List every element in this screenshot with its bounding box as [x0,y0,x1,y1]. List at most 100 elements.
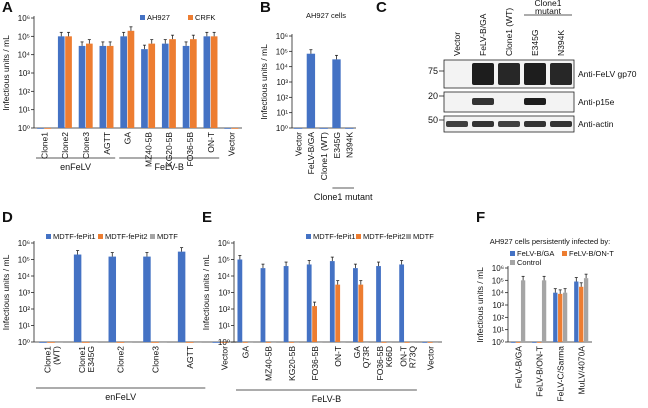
y-tick-label: 10³ [276,78,288,87]
bar-agtt-mdtf-fepit1 [177,251,186,342]
bar-agtt-mdtf-fepit2 [185,342,194,343]
legend-swatch-crfk [188,15,193,20]
bar-clone1-wt-ah927 [319,128,328,129]
y-tick-label: 10⁴ [492,289,505,298]
x-tick-label-ga: GA [123,132,133,145]
x-tick-label-clone1-e345g: Clone1E345G [77,346,96,373]
panel-d: D 10⁰ 10¹ 10² 10³ 10⁴ 10⁵ 10⁶ Infectious units /… [1,209,242,402]
y-axis-label: Infectious units / mL [259,44,269,120]
mutant-label: Clone1 mutant [535,0,562,16]
group-label-enfelv: enFeLV [105,392,136,402]
x-tick-label-agtt: AGTT [185,346,195,369]
x-tick-label-kg20-5b: KG20-5B [287,346,297,381]
bar-ga-mdtf [248,342,254,343]
bar-kg20-5b-ah927 [161,43,169,128]
legend-label-mdtf-fepit2: MDTF-fePit2 [105,232,148,241]
band-label-anti-felv-gp70: Anti-FeLV gp70 [578,69,637,79]
legend-label-mdtf-fepit1: MDTF-fePit1 [53,232,96,241]
bar-fo36-5b-ah927 [182,45,190,128]
x-tick-label-ga: GA [241,346,251,359]
panel-letter: D [2,209,13,226]
bar-felv-b-ga-ah927 [306,53,316,128]
x-tick-label-clone1-wt: Clone1(WT) [42,346,61,373]
y-tick-label: 10⁶ [218,239,230,248]
x-tick-label-fo36-5b-k66d: FO36-5BK66D [375,346,394,381]
legend-swatch-mdtf-fepit1 [306,234,311,239]
panel-b: B AH927 cells 10⁰ 10¹ 10² 10³ 10⁴ 10⁵ 10⁶ Infecti… [259,0,373,202]
legend-label-mdtf-fepit1: MDTF-fePit1 [313,232,356,241]
legend-label-control: Control [517,258,542,267]
y-tick-label: 10³ [18,289,30,298]
group-label-felv-b: FeLV-B [312,394,341,404]
group-label-enfelv: enFeLV [60,162,91,172]
bar-kg20-5b-crfk [169,39,176,128]
y-axis-label: Infectious units / mL [201,254,211,330]
x-tick-label-felv-b-on-t: FeLV-B/ON-T [535,346,545,397]
bar-clone2-crfk [65,36,72,129]
bar-mulv-4070a-felv-b-ga [574,281,579,342]
panel-letter: F [476,209,485,226]
band [446,121,468,127]
band-label-anti-p15e: Anti-p15e [578,97,615,107]
panel-c-blot: C Vector FeLV-B/GA Clone1 (WT) E345G N394K Clo… [376,0,637,133]
y-tick-label: 10² [18,305,30,314]
bar-clone2-mdtf-fepit2 [116,342,125,343]
bar-on-t-mdtf-fepit2 [335,284,341,342]
bar-clone2-mdtf-fepit1 [108,256,117,342]
y-tick-label: 10⁰ [18,124,30,133]
band [550,63,572,85]
y-tick-label: 10⁴ [218,272,231,281]
bar-agtt-crfk [106,45,114,128]
panel-e: E 10⁰ 10¹ 10² 10³ 10⁴ 10⁵ 10⁶ Infectious units /… [201,209,442,404]
y-tick-label: 10¹ [492,326,504,335]
y-axis-label: Infectious units / mL [475,267,485,343]
x-tick-label-vector: Vector [220,346,230,370]
legend-swatch-felv-b-on-t [562,251,567,256]
bar-mz40-5b-mdtf [271,342,277,343]
bar-clone2-mdtf [124,342,133,343]
band-label-anti-actin: Anti-actin [578,119,614,129]
bar-mz40-5b-mdtf-fepit2 [265,342,271,343]
bar-on-t-r73q-mdtf-fepit1 [399,264,405,342]
panel-title: AH927 cells persistently infected by: [490,237,610,246]
bar-ga-crfk [127,30,135,128]
band [498,121,520,127]
lane-label-vector: Vector [452,32,462,56]
x-tick-label-agtt: AGTT [102,132,112,155]
bar-fo36-5b-crfk [190,39,197,128]
y-tick-label: 10⁶ [18,14,30,23]
y-tick-label: 10¹ [276,109,288,118]
bar-clone3-mdtf-fepit2 [151,342,159,343]
bar-mz40-5b-mdtf-fepit1 [260,268,266,342]
band [524,98,546,105]
y-tick-label: 10⁰ [492,338,504,347]
panel-letter: C [376,0,387,16]
x-tick-label-clone3: Clone3 [150,346,160,373]
lane-label-felv-b-ga: FeLV-B/GA [478,13,488,56]
y-tick-label: 10² [492,313,504,322]
band [550,121,572,127]
legend-label-felv-b-ga: FeLV-B/GA [517,249,554,258]
y-tick-label: 10⁴ [276,63,289,72]
bar-felv-c-sarma-felv-b-ga [553,292,558,342]
x-tick-label-clone3: Clone3 [81,132,91,159]
y-tick-label: 10³ [18,69,30,78]
band [498,63,520,85]
legend-label-mdtf: MDTF [413,232,434,241]
bar-kg20-5b-mdtf-fepit2 [289,342,294,343]
y-tick-label: 10⁵ [218,256,230,265]
y-tick-label: 10¹ [218,322,230,331]
y-tick-label: 10⁵ [492,276,504,285]
bar-kg20-5b-mdtf [294,342,300,343]
bar-on-t-r73q-mdtf-fepit2 [404,342,410,343]
panel-title: AH927 cells [306,11,346,20]
bar-felv-c-sarma-control [562,292,568,342]
y-tick-label: 10⁶ [18,239,30,248]
bar-on-t-mdtf [340,342,346,343]
bar-on-t-mdtf-fepit1 [329,261,335,342]
panel-letter: B [260,0,271,16]
bar-vector-mdtf-fepit1 [212,342,221,343]
bar-mulv-4070a-control [583,278,589,342]
bar-ga-q73r-mdtf-fepit1 [353,268,358,342]
